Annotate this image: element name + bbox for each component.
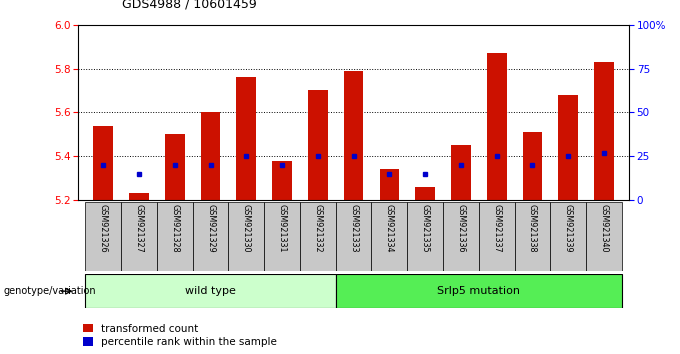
Text: GDS4988 / 10601459: GDS4988 / 10601459 xyxy=(122,0,257,11)
Text: GSM921337: GSM921337 xyxy=(492,204,501,252)
Text: GSM921338: GSM921338 xyxy=(528,204,537,252)
Bar xyxy=(129,193,149,200)
Bar xyxy=(407,202,443,271)
Text: genotype/variation: genotype/variation xyxy=(3,286,96,296)
Text: GSM921340: GSM921340 xyxy=(600,204,609,252)
Bar xyxy=(586,202,622,271)
Text: GSM921326: GSM921326 xyxy=(99,204,107,252)
Bar xyxy=(336,274,622,308)
Bar xyxy=(451,145,471,200)
Bar xyxy=(86,274,336,308)
Bar xyxy=(272,161,292,200)
Bar xyxy=(479,202,515,271)
Bar xyxy=(515,202,550,271)
Text: GSM921333: GSM921333 xyxy=(349,204,358,252)
Text: Srlp5 mutation: Srlp5 mutation xyxy=(437,286,520,296)
Bar xyxy=(265,202,300,271)
Text: GSM921335: GSM921335 xyxy=(421,204,430,252)
Text: GSM921331: GSM921331 xyxy=(277,204,286,252)
Bar xyxy=(86,202,121,271)
Bar xyxy=(237,78,256,200)
Legend: transformed count, percentile rank within the sample: transformed count, percentile rank withi… xyxy=(84,324,277,347)
Bar xyxy=(443,202,479,271)
Bar xyxy=(300,202,336,271)
Bar xyxy=(336,202,371,271)
Text: wild type: wild type xyxy=(185,286,236,296)
Bar xyxy=(93,126,113,200)
Text: GSM921328: GSM921328 xyxy=(170,204,180,252)
Text: GSM921334: GSM921334 xyxy=(385,204,394,252)
Bar xyxy=(594,62,614,200)
Bar xyxy=(550,202,586,271)
Text: GSM921336: GSM921336 xyxy=(456,204,465,252)
Text: GSM921339: GSM921339 xyxy=(564,204,573,252)
Bar xyxy=(415,187,435,200)
Text: GSM921329: GSM921329 xyxy=(206,204,215,253)
Bar xyxy=(201,113,220,200)
Bar xyxy=(308,91,328,200)
Text: GSM921332: GSM921332 xyxy=(313,204,322,252)
Bar xyxy=(121,202,157,271)
Bar xyxy=(165,134,184,200)
Bar xyxy=(344,71,363,200)
Bar xyxy=(523,132,542,200)
Bar xyxy=(192,202,228,271)
Bar xyxy=(379,169,399,200)
Bar xyxy=(487,53,507,200)
Bar xyxy=(228,202,265,271)
Text: GSM921327: GSM921327 xyxy=(135,204,143,253)
Bar xyxy=(558,95,578,200)
Bar xyxy=(157,202,192,271)
Bar xyxy=(371,202,407,271)
Text: GSM921330: GSM921330 xyxy=(242,204,251,252)
